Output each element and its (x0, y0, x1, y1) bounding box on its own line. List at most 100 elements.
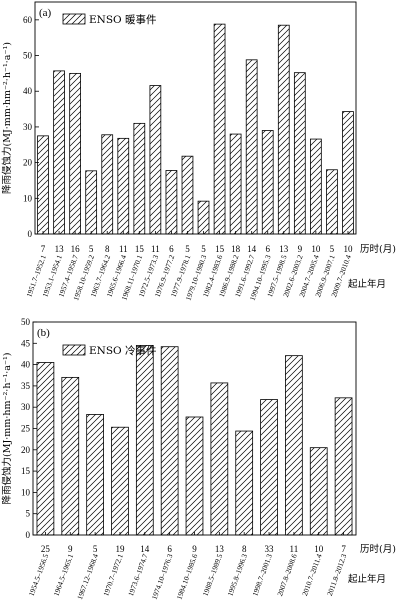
bar (160, 346, 179, 536)
y-tick-label: 0 (26, 530, 31, 540)
y-tick-label: 10 (21, 487, 31, 497)
y-tick-label: 0 (28, 229, 33, 239)
bar (185, 416, 204, 536)
duration-label: 5 (201, 244, 206, 254)
duration-label: 5 (93, 544, 98, 554)
bar (135, 345, 154, 536)
bar (309, 447, 328, 536)
duration-label: 8 (242, 544, 247, 554)
y-tick-label: 15 (21, 466, 31, 476)
duration-label: 10 (314, 544, 324, 554)
y-tick-label: 20 (23, 158, 33, 168)
duration-label: 15 (215, 244, 225, 254)
bar (111, 426, 129, 536)
bar (245, 59, 258, 235)
duration-label: 11 (290, 544, 299, 554)
bar (261, 130, 274, 235)
period-axis-label: 起止年月 (348, 573, 386, 585)
bar (117, 137, 130, 235)
period-label: 1988.5–1989.5 (201, 552, 225, 597)
bar (181, 155, 194, 235)
period-label: 1970.7–1972.1 (101, 552, 125, 597)
period-label: 1973.6–1974.7 (126, 552, 150, 597)
duration-label: 9 (192, 544, 197, 554)
duration-label: 16 (71, 244, 81, 254)
bar (101, 134, 114, 235)
period-label: 2011.8–2012.3 (325, 552, 349, 597)
period-label: 1998.7–2001.3 (250, 552, 274, 597)
panel-label: (b) (37, 327, 50, 339)
warm-event-panel: 0 10 20 30 40 50 60 降雨侵蚀力(MJ·mm·hm⁻²·h⁻¹·a⁻¹) (a… (1, 1, 396, 302)
y-axis-label: 降雨侵蚀力(MJ·mm·hm⁻²·h⁻¹·a⁻¹) (1, 353, 13, 505)
bar (277, 24, 290, 235)
bar (334, 397, 353, 536)
duration-label: 9 (68, 544, 73, 554)
bar (85, 170, 98, 235)
duration-label: 6 (169, 244, 174, 254)
y-tick-label: 50 (21, 317, 31, 327)
duration-label: 13 (279, 244, 289, 254)
y-tick-label: 25 (21, 424, 31, 434)
period-label: 1954.5–1956.5 (27, 552, 51, 597)
y-tick-label: 30 (21, 402, 31, 412)
duration-label: 7 (341, 544, 346, 554)
duration-label: 6 (167, 544, 172, 554)
period-label: 1984.10–1985.6 (174, 552, 199, 601)
duration-label: 5 (89, 244, 94, 254)
duration-label: 8 (105, 244, 110, 254)
y-tick-label: 45 (21, 338, 31, 348)
y-tick-label: 60 (23, 15, 33, 25)
duration-label: 25 (41, 544, 51, 554)
bar (285, 355, 303, 536)
duration-label: 5 (185, 244, 190, 254)
bar (293, 72, 306, 235)
y-tick-label: 20 (21, 445, 31, 455)
bar (133, 122, 146, 235)
duration-label: 10 (311, 244, 321, 254)
duration-label: 13 (55, 244, 65, 254)
y-tick-label: 40 (23, 86, 33, 96)
duration-label: 11 (151, 244, 160, 254)
duration-label: 18 (231, 244, 241, 254)
duration-label: 11 (119, 244, 128, 254)
bar (235, 430, 254, 536)
y-tick-label: 10 (23, 193, 33, 203)
duration-axis-label: 历时(月) (360, 543, 396, 555)
period-label: 2010.7–2011.4 (300, 552, 324, 597)
period-label: 1995.8–1996.3 (225, 552, 249, 597)
legend-swatch (62, 344, 86, 356)
legend-label: ENSO 暖事件 (89, 13, 157, 26)
bar (310, 138, 322, 235)
y-tick-label: 40 (21, 360, 31, 370)
duration-label: 13 (215, 544, 225, 554)
period-label: 2007.8–2008.6 (275, 552, 299, 597)
y-tick-label: 50 (23, 51, 33, 61)
period-label: 1964.5–1965.1 (52, 552, 76, 597)
duration-label: 6 (265, 244, 270, 254)
duration-label: 5 (330, 244, 335, 254)
cold-event-panel: 0 5 10 15 20 25 30 35 40 45 50 降雨侵蚀力(MJ·mm·hm⁻²·h⁻¹… (1, 317, 396, 601)
legend-swatch (62, 13, 86, 25)
plot-frame (34, 1, 357, 235)
period-label: 1974.10–1976.3 (150, 552, 175, 601)
bar (37, 135, 49, 235)
y-tick-label: 35 (21, 381, 31, 391)
bar (326, 169, 338, 235)
bar (342, 111, 354, 235)
period-label: 1967.12–1968.4 (75, 552, 100, 601)
duration-label: 14 (247, 244, 257, 254)
bar (229, 133, 242, 235)
y-tick-label: 5 (26, 509, 31, 519)
bar (69, 72, 81, 235)
bar (53, 70, 65, 235)
duration-axis-label: 历时(月) (360, 243, 396, 255)
y-tick-label: 30 (23, 122, 33, 132)
bar (210, 382, 229, 536)
duration-label: 7 (41, 244, 46, 254)
duration-label: 19 (115, 544, 125, 554)
bar (149, 85, 162, 235)
duration-label: 9 (298, 244, 303, 254)
bar (197, 200, 210, 235)
bar (213, 23, 226, 235)
